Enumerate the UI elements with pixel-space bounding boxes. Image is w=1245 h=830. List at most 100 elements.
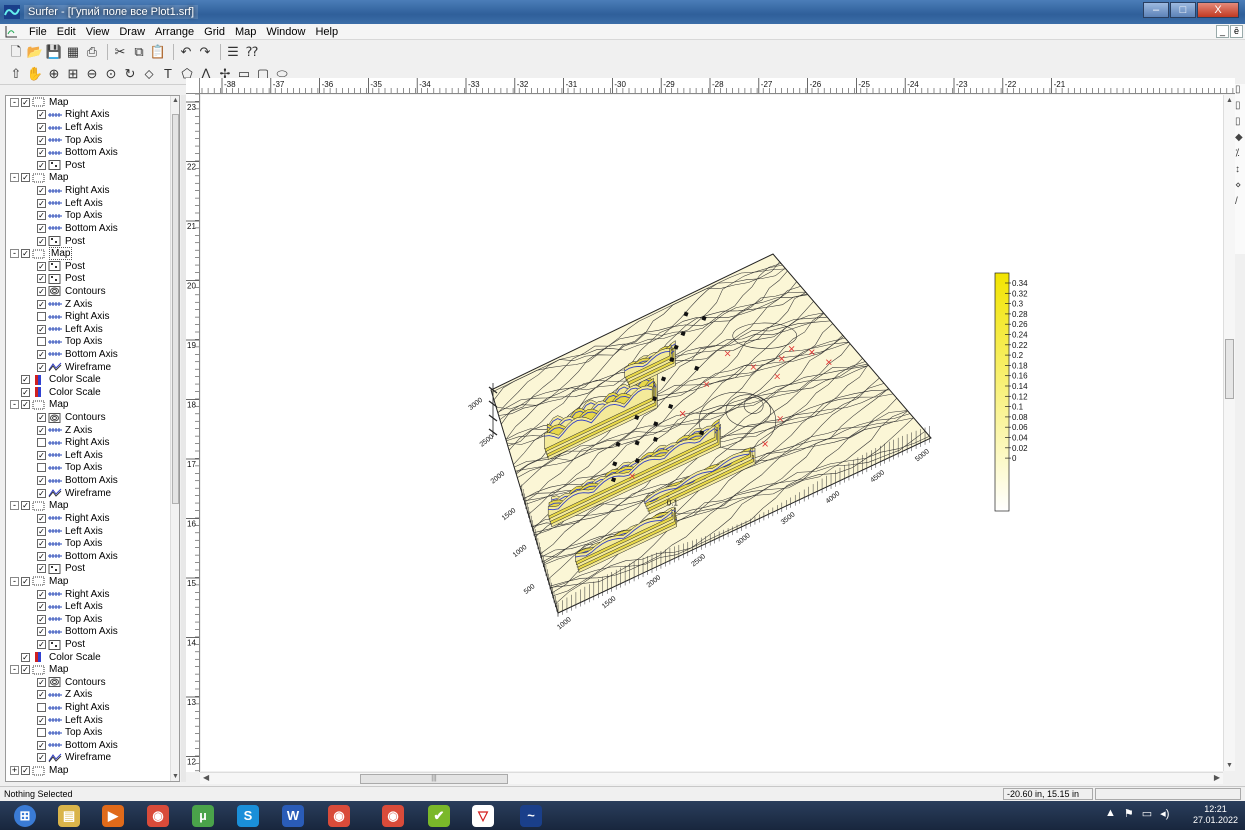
tree-item[interactable]: ✓ Color Scale (6, 386, 172, 399)
visibility-checkbox[interactable]: ✓ (21, 249, 30, 259)
visibility-checkbox[interactable]: ✓ (21, 576, 30, 586)
tree-item[interactable]: - ✓ Map (6, 247, 172, 261)
tree-item[interactable]: ✓ Right Axis (6, 184, 172, 197)
surfer-app-icon[interactable] (4, 5, 20, 19)
polyline-icon[interactable]: ⋀ (200, 65, 212, 81)
visibility-checkbox[interactable]: ✓ (37, 236, 46, 246)
vscroll-down-arrow[interactable]: ▼ (1226, 762, 1233, 769)
tree-item[interactable]: ✓ Color Scale (6, 651, 172, 664)
strip-tool-7-icon[interactable]: ⋄ (1235, 180, 1242, 191)
strip-tool-5-icon[interactable]: ⁒ (1235, 148, 1240, 159)
visibility-checkbox[interactable]: ✓ (37, 614, 46, 624)
tree-item[interactable]: ✓ Bottom Axis (6, 348, 172, 361)
tree-item[interactable]: ✓ Left Axis (6, 197, 172, 210)
tree-item[interactable]: ✓ Left Axis (6, 714, 172, 727)
tree-item[interactable]: ✓ Bottom Axis (6, 474, 172, 487)
visibility-checkbox[interactable]: ✓ (37, 135, 46, 145)
tree-scroll-down-arrow[interactable]: ▼ (172, 773, 179, 780)
rotate-icon[interactable]: ↻ (124, 65, 136, 81)
collapse-toggle[interactable]: - (10, 400, 19, 410)
tree-item[interactable]: ✓ Color Scale (6, 373, 172, 386)
flag-icon[interactable]: ⚑ (1123, 808, 1134, 820)
visibility-checkbox[interactable]: ✓ (37, 110, 46, 120)
menu-draw[interactable]: Draw (119, 25, 146, 38)
tree-item[interactable]: ✓ Wireframe (6, 487, 172, 500)
tree-item[interactable]: ✓ Contours (6, 411, 172, 424)
taskbar-explorer-icon[interactable]: ▤ (48, 802, 90, 829)
tree-item[interactable]: ✓ Contours (6, 285, 172, 298)
tree-item[interactable]: Right Axis (6, 436, 172, 449)
visibility-checkbox[interactable]: ✓ (37, 211, 46, 221)
new-icon[interactable]: 🗋 (10, 44, 22, 59)
polygon-icon[interactable]: ⬠ (181, 65, 193, 81)
tree-item[interactable]: ✓ Post (6, 638, 172, 651)
tree-item[interactable]: ✓ Post (6, 563, 172, 576)
copy-icon[interactable]: ⧉ (134, 44, 144, 59)
tree-item[interactable]: ✓ Wireframe (6, 361, 172, 374)
rounded-rect-icon[interactable]: ▢ (256, 65, 270, 81)
ellipse-icon[interactable]: ⬭ (276, 65, 288, 81)
taskbar-app-green-icon[interactable]: ✔ (418, 802, 460, 829)
tree-item[interactable]: ✓ Z Axis (6, 424, 172, 437)
properties-icon[interactable]: ☰ (227, 44, 239, 59)
visibility-checkbox[interactable]: ✓ (37, 551, 46, 561)
tree-item[interactable]: - ✓ Map (6, 500, 172, 513)
help-pointer-icon[interactable]: ⁇ (246, 44, 258, 59)
menu-window[interactable]: Window (266, 25, 306, 38)
taskbar-media-icon[interactable]: ▶ (92, 802, 134, 829)
print-icon[interactable]: ⎙ (86, 44, 98, 59)
zoom-out-icon[interactable]: ⊖ (86, 65, 98, 81)
tree-item[interactable]: ✓ Top Axis (6, 613, 172, 626)
tree-item[interactable]: ✓ Left Axis (6, 600, 172, 613)
visibility-checkbox[interactable] (37, 463, 46, 473)
tree-item[interactable]: ✓ Post (6, 260, 172, 273)
tree-item[interactable]: - ✓ Map (6, 399, 172, 412)
strip-tool-8-icon[interactable]: / (1235, 196, 1238, 207)
taskbar-surfer-icon[interactable]: ~ (510, 802, 552, 829)
strip-tool-4-icon[interactable]: ◆ (1235, 132, 1243, 143)
visibility-checkbox[interactable]: ✓ (21, 375, 30, 385)
visibility-checkbox[interactable]: ✓ (21, 766, 30, 776)
tree-item[interactable]: ✓ Wireframe (6, 752, 172, 765)
tree-item[interactable]: ✓ Right Axis (6, 109, 172, 122)
tree-item[interactable]: ✓ Bottom Axis (6, 550, 172, 563)
tree-item[interactable]: - ✓ Map (6, 172, 172, 185)
strip-tool-2-icon[interactable]: ▯ (1235, 100, 1241, 111)
visibility-checkbox[interactable]: ✓ (37, 148, 46, 158)
clock[interactable]: 12:21 27.01.2022 (1193, 804, 1238, 826)
visibility-checkbox[interactable]: ✓ (37, 602, 46, 612)
menu-edit[interactable]: Edit (56, 25, 76, 38)
visibility-checkbox[interactable]: ✓ (37, 324, 46, 334)
taskbar-chrome-icon[interactable]: ◉ (137, 802, 179, 829)
visibility-checkbox[interactable]: ✓ (21, 97, 30, 107)
minimize-button[interactable]: – (1143, 2, 1169, 18)
tree-item[interactable]: ✓ Bottom Axis (6, 626, 172, 639)
visibility-checkbox[interactable]: ✓ (37, 425, 46, 435)
zoom-in-icon[interactable]: ⊕ (48, 65, 60, 81)
visibility-checkbox[interactable]: ✓ (37, 274, 46, 284)
tree-scroll-thumb[interactable] (172, 114, 179, 504)
visibility-checkbox[interactable]: ✓ (37, 513, 46, 523)
visibility-checkbox[interactable]: ✓ (21, 400, 30, 410)
tree-item[interactable]: ✓ Contours (6, 676, 172, 689)
visibility-checkbox[interactable]: ✓ (37, 450, 46, 460)
visibility-checkbox[interactable]: ✓ (37, 286, 46, 296)
visibility-checkbox[interactable]: ✓ (37, 223, 46, 233)
visibility-checkbox[interactable]: ✓ (21, 652, 30, 662)
tree-item[interactable]: ✓ Left Axis (6, 121, 172, 134)
tree-item[interactable]: - ✓ Map (6, 663, 172, 676)
visibility-checkbox[interactable]: ✓ (37, 589, 46, 599)
save-icon[interactable]: 💾 (45, 44, 63, 59)
collapse-toggle[interactable]: - (10, 576, 19, 586)
strip-tool-6-icon[interactable]: ↕ (1235, 164, 1240, 175)
tree-item[interactable]: ✓ Post (6, 159, 172, 172)
strip-tool-1-icon[interactable]: ▯ (1235, 84, 1241, 95)
vscroll-up-arrow[interactable]: ▲ (1226, 97, 1233, 104)
visibility-checkbox[interactable]: ✓ (37, 186, 46, 196)
strip-tool-3-icon[interactable]: ▯ (1235, 116, 1241, 127)
symbol-icon[interactable]: ✢ (219, 65, 231, 81)
taskbar-chrome3-icon[interactable]: ◉ (372, 802, 414, 829)
redo-icon[interactable]: ↷ (199, 44, 211, 59)
visibility-checkbox[interactable]: ✓ (37, 539, 46, 549)
cut-icon[interactable]: ✂ (114, 44, 126, 59)
